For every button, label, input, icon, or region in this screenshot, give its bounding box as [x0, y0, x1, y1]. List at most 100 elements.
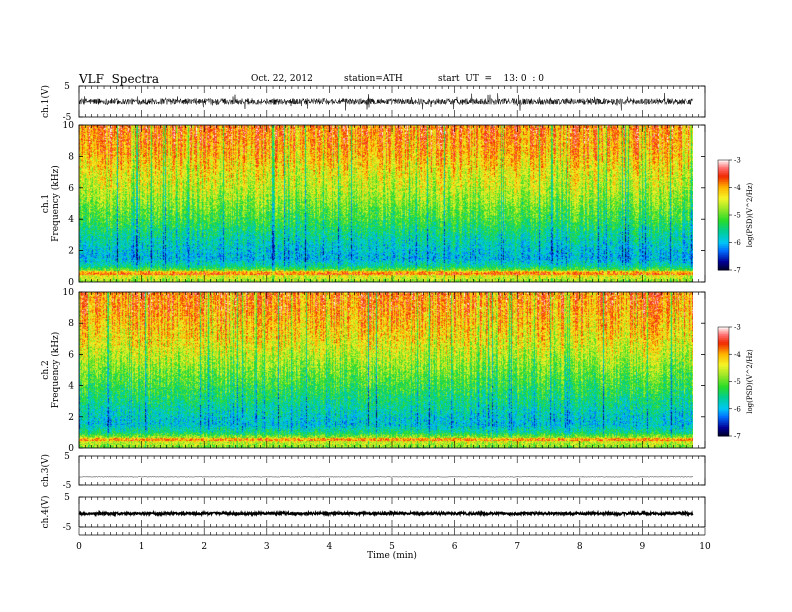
colorbar-label: log(PSD)(V^2/Hz)	[746, 349, 754, 414]
colorbar-cell	[718, 339, 729, 343]
colorbar-cell	[718, 209, 729, 212]
y-tick-label: 2	[68, 247, 74, 257]
ch3-waveform: 5 -5 ch.3(V)	[40, 452, 706, 491]
colorbar-cell	[718, 189, 729, 192]
colorbar-cell	[718, 255, 729, 258]
ch1-spectrogram: 0 2 4 6 8 10 ch.1 Frequency (kHz) -3 -4 -5 -6 -7 log(…	[41, 121, 754, 288]
y-axis-label: Frequency (kHz)	[50, 332, 61, 409]
y-tick-label: 4	[68, 215, 74, 225]
colorbar-cell	[718, 169, 729, 172]
time-ticks	[78, 86, 706, 527]
colorbar-cell	[718, 235, 729, 238]
colorbar-tick-label: -4	[734, 184, 741, 192]
colorbar-cell	[718, 187, 729, 190]
colorbar-cell	[718, 354, 729, 357]
colorbar-cell	[718, 370, 729, 373]
colorbar-cell	[718, 244, 729, 247]
colorbar-cell	[718, 372, 729, 375]
x-tick-label: 6	[452, 542, 458, 552]
colorbar-cell	[718, 399, 729, 402]
colorbar-cell	[718, 405, 729, 408]
colorbar-cell	[718, 172, 729, 176]
colorbar-cell	[718, 412, 729, 415]
y-tick-label: 2	[68, 413, 74, 423]
colorbar-cell	[718, 386, 729, 390]
ch4-waveform-trace	[78, 509, 694, 518]
colorbar-cell	[718, 204, 729, 207]
colorbar-cell	[718, 198, 729, 201]
colorbar-cell	[718, 348, 729, 352]
colorbar-cell	[718, 406, 729, 410]
y-axis-label: ch.4(V)	[40, 496, 51, 529]
colorbar-cell	[718, 176, 729, 179]
x-tick-label: 7	[514, 542, 520, 552]
colorbar-cell	[718, 408, 729, 412]
colorbar-cell	[718, 248, 729, 251]
colorbar-cell	[718, 182, 729, 185]
colorbar-tick-label: -7	[734, 433, 741, 441]
colorbar-cell	[718, 167, 729, 170]
x-tick-label: 1	[139, 542, 145, 552]
colorbar-cell	[718, 383, 729, 386]
colorbar-cell	[718, 368, 729, 372]
y-axis-label: ch.2	[41, 360, 51, 379]
ch1-waveform: 5 -5 ch.1(V)	[40, 82, 706, 123]
colorbar-cell	[718, 262, 729, 265]
colorbar-cell	[718, 160, 729, 163]
colorbar-cell	[718, 392, 729, 395]
colorbar-cell	[718, 213, 729, 216]
colorbar-cell	[718, 200, 729, 203]
colorbar-tick-label: -6	[734, 239, 741, 247]
colorbar-tick-label: -4	[734, 351, 741, 359]
y-tick-label: 5	[64, 82, 70, 92]
colorbar-cell	[718, 332, 729, 335]
colorbar-cell	[718, 259, 729, 262]
colorbar-cell	[718, 216, 729, 220]
colorbar-cell	[718, 352, 729, 355]
colorbar-cell	[718, 345, 729, 348]
colorbar-cell	[718, 242, 729, 245]
colorbar-cell	[718, 226, 729, 229]
colorbar-cell	[718, 233, 729, 236]
y-tick-label: -5	[63, 523, 72, 533]
colorbar-cell	[718, 174, 729, 177]
colorbar-cell	[718, 365, 729, 368]
x-axis-label: Time (min)	[367, 550, 417, 561]
colorbar-cell	[718, 379, 729, 382]
ch2-spectrogram-colorbar: -3 -4 -5 -6 -7 log(PSD)(V^2/Hz)	[717, 324, 754, 441]
x-tick-label: 10	[699, 542, 711, 552]
colorbar-cell	[718, 238, 729, 242]
colorbar-cell	[718, 161, 729, 165]
colorbar-tick-label: -3	[734, 157, 741, 165]
colorbar-tick-label: -6	[734, 405, 741, 413]
y-tick-label: 0	[68, 444, 74, 454]
colorbar-cell	[718, 414, 729, 417]
colorbar-cell	[718, 432, 729, 435]
colorbar-cell	[718, 237, 729, 240]
start-time-label: start UT = 13: 0 : 0	[438, 74, 544, 84]
colorbar-cell	[718, 193, 729, 196]
colorbar-cell	[718, 377, 729, 381]
colorbar-label: log(PSD)(V^2/Hz)	[746, 182, 754, 247]
x-tick-label: 5	[389, 542, 395, 552]
colorbar-tick-label: -5	[734, 212, 741, 220]
y-tick-label: 5	[64, 493, 70, 503]
date-label: Oct. 22, 2012	[251, 74, 313, 84]
colorbar-cell	[718, 257, 729, 260]
ch2-spectrogram-image	[79, 292, 693, 448]
colorbar-cell	[718, 374, 729, 377]
colorbar-cell	[718, 361, 729, 364]
colorbar-cell	[718, 260, 729, 264]
colorbar-cell	[718, 249, 729, 253]
x-tick-label: 3	[264, 542, 270, 552]
ch3-waveform-trace	[78, 476, 694, 478]
colorbar-cell	[718, 394, 729, 397]
y-axis-label: ch.1	[41, 194, 51, 213]
colorbar-cell	[718, 266, 729, 269]
colorbar-cell	[718, 363, 729, 366]
station-label: station=ATH	[344, 74, 403, 84]
colorbar-cell	[718, 421, 729, 424]
colorbar-cell	[718, 337, 729, 341]
ch2-spectrogram: 0 2 4 6 8 10 ch.2 Frequency (kHz) -3 -4 -5 -6 -7 log(…	[41, 288, 754, 454]
